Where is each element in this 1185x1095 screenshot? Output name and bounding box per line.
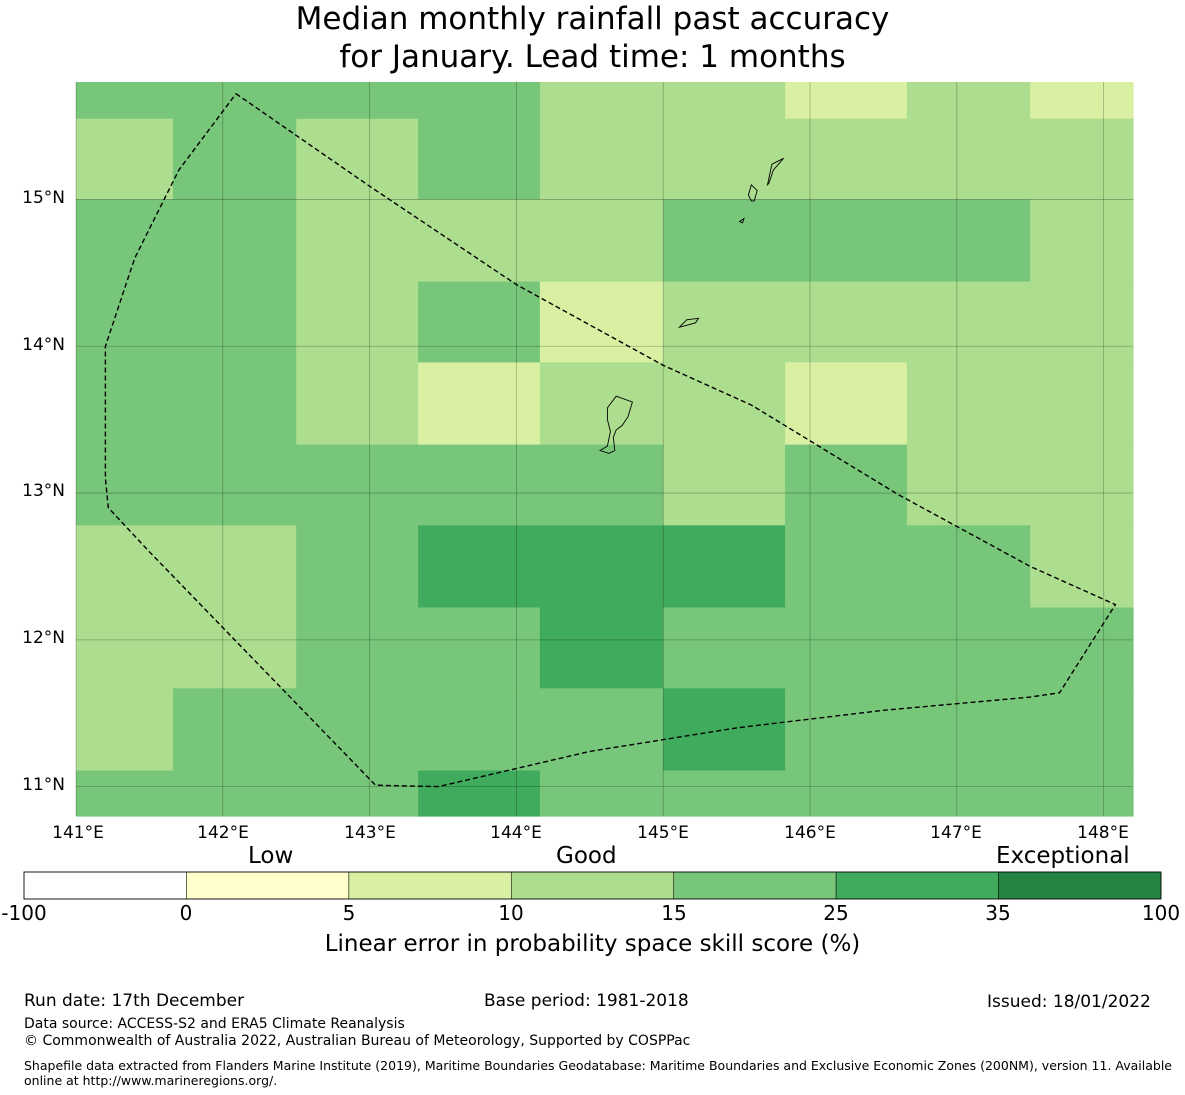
grid-cell-36 <box>539 607 664 689</box>
cb-tick-neg100: -100 <box>1 901 47 925</box>
lat-label-12: 12°N <box>22 628 65 648</box>
lon-label-145: 145°E <box>637 823 689 843</box>
cb-tick-15: 15 <box>661 901 687 925</box>
grid-cell-9 <box>539 118 1134 200</box>
chart-title: Median monthly rainfall past accuracy fo… <box>0 0 1185 76</box>
grid-cell-18 <box>663 281 1134 363</box>
copyright: © Commonwealth of Australia 2022, Austra… <box>24 1033 691 1049</box>
lat-label-14: 14°N <box>22 335 65 355</box>
colorbar-swatch-4 <box>673 871 837 900</box>
grid-cell-13 <box>1030 199 1134 283</box>
island-outline-3 <box>766 157 784 187</box>
island-outline-0 <box>599 395 633 454</box>
island-outline-2 <box>747 183 758 202</box>
grid-cell-35 <box>296 607 541 689</box>
lon-label-146: 146°E <box>784 823 836 843</box>
grid-cell-6 <box>172 118 297 200</box>
grid-cell-17 <box>539 281 664 363</box>
class-label-exceptional: Exceptional <box>996 843 1130 869</box>
grid-cell-29 <box>76 525 297 609</box>
issued-date: Issued: 18/01/2022 <box>987 992 1151 1012</box>
graticule <box>75 82 1133 816</box>
grid-cell-28 <box>906 444 1134 526</box>
title-line-1: Median monthly rainfall past accuracy <box>295 1 890 37</box>
cb-tick-5: 5 <box>342 901 356 925</box>
cb-tick-35: 35 <box>985 901 1011 925</box>
grid-cell-33 <box>1030 525 1134 609</box>
title-line-2: for January. Lead time: 1 months <box>339 39 846 75</box>
island-outline-4 <box>738 217 745 224</box>
grid-cell-2 <box>785 82 908 120</box>
colorbar-swatch-5 <box>835 871 999 900</box>
grid-cell-19 <box>76 362 297 446</box>
shapefile-credit: Shapefile data extracted from Flanders M… <box>24 1058 1172 1088</box>
grid-cell-42 <box>76 770 419 817</box>
lat-label-11: 11°N <box>22 775 65 795</box>
grid-cell-32 <box>785 525 1031 609</box>
eez-line <box>104 93 1117 788</box>
colorbar-swatch-2 <box>348 871 512 900</box>
data-source: Data source: ACCESS-S2 and ERA5 Climate … <box>24 1016 405 1032</box>
grid-cell-24 <box>906 362 1134 446</box>
cb-tick-25: 25 <box>823 901 849 925</box>
grid-cell-21 <box>418 362 541 446</box>
grid-cell-25 <box>76 444 664 526</box>
grid-cell-0 <box>76 82 541 120</box>
class-label-good: Good <box>556 843 617 869</box>
grid-cell-39 <box>172 688 664 772</box>
lon-label-142: 142°E <box>197 823 249 843</box>
lat-label-13: 13°N <box>22 481 65 501</box>
grid-cell-14 <box>76 281 297 363</box>
lat-label-15: 15°N <box>22 188 65 208</box>
grid-cell-1 <box>539 82 786 120</box>
grid-cell-3 <box>906 82 1031 120</box>
grid-cell-7 <box>296 118 419 200</box>
lon-label-144: 144°E <box>490 823 542 843</box>
lon-label-143: 143°E <box>344 823 396 843</box>
grid-cell-31 <box>418 525 786 609</box>
grid-cell-8 <box>418 118 541 200</box>
grid-cell-20 <box>296 362 419 446</box>
colorbar-swatch-3 <box>511 871 674 900</box>
islands <box>599 157 784 454</box>
grid-cell-26 <box>663 444 786 526</box>
grid-cell-15 <box>296 281 419 363</box>
grid-cell-23 <box>785 362 908 446</box>
island-outline-1 <box>677 317 700 329</box>
lon-label-147: 147°E <box>930 823 982 843</box>
grid-cell-27 <box>785 444 908 526</box>
colorbar-swatch-1 <box>186 871 350 900</box>
grid-cell-11 <box>296 199 664 283</box>
class-label-low: Low <box>248 843 294 869</box>
lon-label-148: 148°E <box>1077 823 1129 843</box>
cb-tick-10: 10 <box>498 901 524 925</box>
colorbar-swatch-0 <box>23 871 187 900</box>
colorbar-frame <box>23 871 1162 900</box>
grid-cell-43 <box>418 770 541 817</box>
eez-boundary <box>104 93 1117 788</box>
colorbar-title: Linear error in probability space skill … <box>324 931 861 957</box>
skill-grid <box>76 82 1134 817</box>
colorbar <box>23 871 1162 900</box>
grid-cell-38 <box>76 688 174 772</box>
grid-cell-34 <box>76 607 297 689</box>
cb-tick-0: 0 <box>179 901 193 925</box>
grid-cell-4 <box>1030 82 1134 120</box>
grid-cell-37 <box>663 607 1134 689</box>
grid-cell-12 <box>663 199 1031 283</box>
grid-cell-10 <box>76 199 297 283</box>
cb-tick-100: 100 <box>1141 901 1181 925</box>
run-date: Run date: 17th December <box>24 991 245 1011</box>
lon-label-141: 141°E <box>52 823 104 843</box>
grid-cell-44 <box>539 770 1134 817</box>
grid-cell-41 <box>785 688 1134 772</box>
grid-cell-30 <box>296 525 419 609</box>
grid-cell-5 <box>76 118 174 200</box>
colorbar-swatch-6 <box>998 871 1162 900</box>
grid-cell-16 <box>418 281 541 363</box>
grid-cell-22 <box>539 362 786 446</box>
base-period: Base period: 1981-2018 <box>484 991 689 1011</box>
